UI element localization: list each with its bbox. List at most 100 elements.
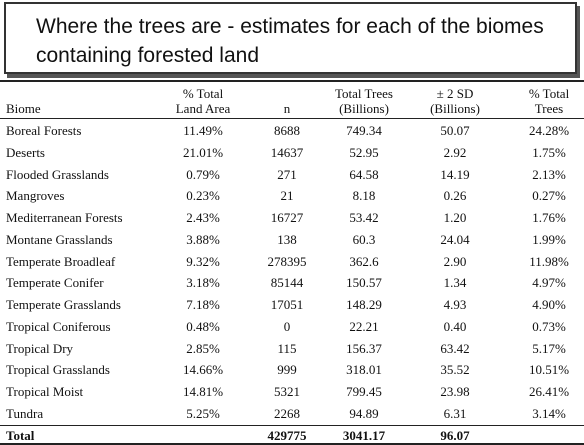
table-cell: 278395 [267,253,307,269]
table-cell: 4.93 [443,297,467,313]
table-cell: 14.19 [440,166,470,182]
column-header: % Total [528,86,570,101]
table-cell: 21 [280,188,294,204]
table-cell: 7.18% [186,297,220,313]
table-cell: 14637 [270,144,304,160]
table-cell: 2268 [274,406,300,421]
table-cell: Tropical Coniferous [6,318,111,334]
table-cell: 1.34 [443,275,467,291]
table-cell: 999 [277,362,297,378]
column-header: (Billions) [339,101,389,116]
table-cell: Tropical Grasslands [6,362,110,378]
table-cell: 148.29 [346,297,382,313]
table-cell: 2.13% [532,166,566,182]
table-cell: 53.42 [349,210,379,226]
table-cell: Boreal Forests [6,123,82,138]
table-cell: 21.01% [182,144,224,160]
table-cell: 0.79% [186,166,220,182]
total-cell: 3041.17 [342,428,386,443]
table-cell: Tropical Dry [6,340,74,356]
table-cell: 3.88% [186,231,220,247]
table-cell: 1.76% [532,210,566,226]
table-cell: Temperate Broadleaf [6,253,116,269]
table-cell: 24.04 [440,231,470,247]
table-cell: Flooded Grasslands [6,166,109,182]
table-cell: Tundra [6,406,44,421]
table-cell: 271 [277,166,297,182]
table-cell: 799.45 [346,384,382,400]
table-cell: 16727 [270,210,304,226]
table-cell: 3.18% [186,275,220,291]
table-cell: 1.20 [443,210,467,226]
table-cell: 3.14% [532,406,566,421]
table-cell: 4.97% [532,275,566,291]
table-cell: 23.98 [440,384,470,400]
column-header: n [283,101,291,116]
column-header: Land Area [175,101,231,116]
table-cell: 2.85% [186,340,220,356]
table-cell: 138 [277,231,297,247]
total-cell: 96.07 [440,428,470,443]
table-cell: 0.48% [186,318,220,334]
table-cell: 6.31 [443,406,467,421]
table-cell: 115 [277,340,297,356]
column-header: % Total [182,86,224,101]
table-cell: 26.41% [528,384,570,400]
total-label: Total [6,428,35,443]
table-cell: Temperate Grasslands [6,297,121,313]
table-cell: 5321 [274,384,300,400]
table-cell: Mangroves [6,188,65,204]
table-cell: 85144 [270,275,304,291]
column-header: Trees [534,101,564,116]
table-cell: 0.23% [186,188,220,204]
table-cell: 52.95 [349,144,379,160]
table-cell: 749.34 [346,123,382,138]
rule [0,118,584,119]
table-cell: 0.40 [443,318,467,334]
column-header: Total Trees [335,86,393,101]
table-cell: 5.25% [186,406,220,421]
table-cell: 35.52 [440,362,470,378]
table-cell: 22.21 [349,318,379,334]
table-cell: 2.92 [443,144,467,160]
table-cell: 1.99% [532,231,566,247]
table-cell: Tropical Moist [6,384,84,400]
column-header: (Billions) [430,101,480,116]
table-cell: 5.17% [532,340,566,356]
column-header: Biome [6,101,41,116]
table-cell: 318.01 [346,362,382,378]
table-cell: 60.3 [352,231,376,247]
table-cell: 0.73% [532,318,566,334]
table-cell: 0 [283,318,291,334]
rule [0,425,584,426]
title: Where the trees are - estimates for each… [36,15,544,67]
table-cell: 362.6 [349,253,379,269]
table-cell: 94.89 [349,406,379,421]
table-cell: 17051 [270,297,304,313]
table-cell: 14.81% [182,384,224,400]
table-cell: Montane Grasslands [6,231,113,247]
table-cell: 4.90% [532,297,566,313]
table-cell: 2.43% [186,210,220,226]
title-box: Where the trees are - estimates for each… [4,2,577,74]
table-cell: 8688 [274,123,300,138]
table-cell: 10.51% [528,362,570,378]
table-cell: 8.18 [352,188,376,204]
table-cell: 63.42 [440,340,470,356]
table-cell: 0.26 [443,188,467,204]
table-cell: 150.57 [346,275,382,291]
table-cell: 1.75% [532,144,566,160]
table-cell: 11.98% [529,253,569,269]
table-cell: 14.66% [182,362,224,378]
table-cell: 50.07 [440,123,470,138]
table-cell: 24.28% [528,123,570,138]
table-cell: Temperate Conifer [6,275,104,291]
table-cell: 0.27% [532,188,566,204]
rule [0,80,584,82]
column-header: ± 2 SD [436,86,474,101]
table-cell: 11.49% [183,123,223,138]
table-cell: Deserts [6,144,45,160]
table-cell: 156.37 [346,340,382,356]
table-cell: 64.58 [349,166,379,182]
